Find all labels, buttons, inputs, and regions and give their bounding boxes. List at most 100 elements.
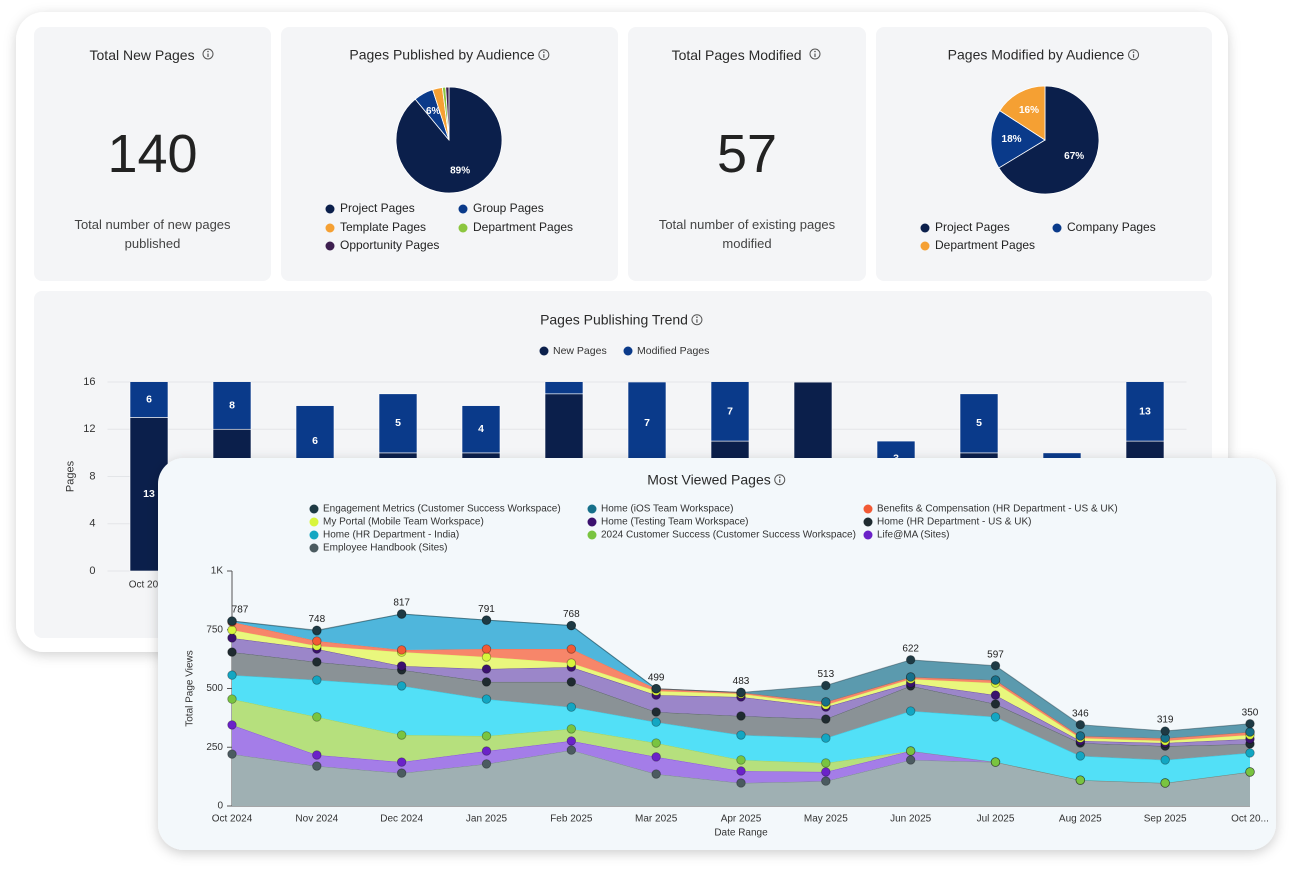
kpi-description: Total number of existing pages modified xyxy=(658,217,836,251)
data-point xyxy=(905,672,916,682)
legend-label: Group Pages xyxy=(473,201,544,215)
total-label: 791 xyxy=(478,604,495,615)
bar xyxy=(959,393,999,454)
legend-label: Home (HR Department - India) xyxy=(323,530,459,541)
data-point xyxy=(396,730,407,740)
legend-marker xyxy=(325,241,335,251)
data-point xyxy=(396,768,407,778)
data-point xyxy=(651,752,661,762)
info-circle xyxy=(1128,49,1140,61)
slice-label: 16% xyxy=(1019,105,1039,116)
data-point xyxy=(481,677,492,687)
legend-marker xyxy=(309,543,319,553)
data-point xyxy=(821,714,831,724)
bar-label: 6 xyxy=(146,394,152,406)
legend-marker xyxy=(587,504,597,514)
area xyxy=(232,652,1250,760)
card xyxy=(34,27,271,281)
kpi-header: Total New Pages xyxy=(34,47,271,63)
bar xyxy=(544,382,584,395)
data-point xyxy=(905,706,916,716)
data-point xyxy=(651,769,661,779)
data-point xyxy=(821,767,831,777)
legend-marker xyxy=(325,204,335,214)
pie-slice xyxy=(445,86,450,141)
data-point xyxy=(1075,775,1086,785)
total-label: 499 xyxy=(648,672,665,683)
info-dot xyxy=(543,51,545,54)
data-point xyxy=(312,761,322,771)
bar-label: 4 xyxy=(478,423,484,435)
data-point xyxy=(905,655,916,665)
data-point xyxy=(651,707,661,717)
data-point xyxy=(1160,726,1170,736)
bar-label: 5 xyxy=(395,417,401,429)
card xyxy=(628,27,866,281)
data-point xyxy=(312,675,322,685)
legend-marker xyxy=(920,223,930,233)
data-point xyxy=(566,677,577,687)
data-point xyxy=(651,717,661,727)
data-point xyxy=(481,746,492,756)
total-label: 768 xyxy=(563,609,580,620)
legend-label: Project Pages xyxy=(935,220,1010,234)
data-point xyxy=(821,776,831,786)
data-point xyxy=(227,670,237,680)
legend-label: My Portal (Mobile Team Workspace) xyxy=(323,517,484,528)
x-tick-label: Mar 2025 xyxy=(635,814,678,825)
legend-label: Company Pages xyxy=(1067,220,1156,234)
data-point xyxy=(227,647,237,657)
data-point xyxy=(736,755,746,765)
bar xyxy=(710,382,750,442)
data-point xyxy=(396,645,407,655)
info-dot xyxy=(778,476,781,479)
total-label: 346 xyxy=(1072,708,1089,719)
legend-label: Engagement Metrics (Customer Success Wor… xyxy=(323,504,561,515)
data-point xyxy=(566,644,577,654)
legend-marker xyxy=(1052,223,1062,233)
area xyxy=(232,699,1250,783)
slice-label: 18% xyxy=(1002,134,1022,145)
bar-label: 13 xyxy=(1139,405,1151,417)
legend-label: Opportunity Pages xyxy=(340,238,439,252)
y-axis-label: Pages xyxy=(64,460,76,492)
bar xyxy=(378,393,418,454)
legend-label: Home (iOS Team Workspace) xyxy=(601,504,733,515)
data-point xyxy=(227,749,237,759)
legend-label: New Pages xyxy=(553,345,607,357)
data-point xyxy=(566,745,577,755)
data-point xyxy=(1160,778,1170,788)
data-point xyxy=(566,724,577,734)
kpi-header: Total Pages Modified xyxy=(628,47,866,63)
data-point xyxy=(312,712,322,722)
data-point xyxy=(990,675,1001,685)
y-tick-label: 0 xyxy=(217,801,223,812)
info-icon xyxy=(774,474,786,486)
legend-marker xyxy=(458,223,468,233)
legend-label: Home (Testing Team Workspace) xyxy=(601,517,748,528)
y-tick-label: 16 xyxy=(83,376,95,388)
data-point xyxy=(1245,719,1255,729)
legend-marker xyxy=(863,530,873,540)
bar-label: 7 xyxy=(644,417,650,429)
legend-marker xyxy=(309,530,319,540)
legend-marker xyxy=(587,517,597,527)
y-tick-label: 750 xyxy=(206,624,223,635)
x-tick-label: Oct 2024 xyxy=(212,814,253,825)
x-tick-label: Dec 2024 xyxy=(380,814,423,825)
y-tick-label: 0 xyxy=(89,565,95,577)
data-point xyxy=(481,615,492,625)
y-tick-label: 1K xyxy=(211,566,224,577)
total-label: 483 xyxy=(733,676,750,687)
total-label: 597 xyxy=(987,649,1004,660)
data-point xyxy=(312,636,322,646)
data-point xyxy=(736,730,746,740)
legend-marker xyxy=(863,517,873,527)
data-point xyxy=(736,778,746,788)
kpi-title: Total Pages Modified xyxy=(671,47,802,63)
legend-label: Modified Pages xyxy=(637,345,709,357)
chart-title: Most Viewed Pages xyxy=(647,472,770,488)
x-tick-label: Jul 2025 xyxy=(977,814,1015,825)
